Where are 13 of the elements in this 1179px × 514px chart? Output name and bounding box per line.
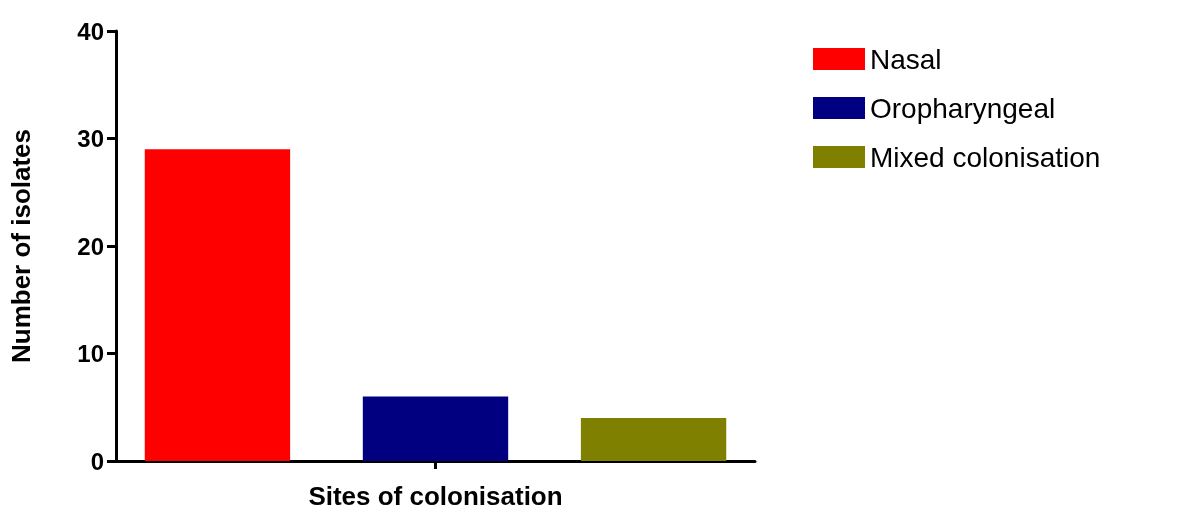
y-tick-label: 40 — [77, 17, 104, 45]
legend-label: Mixed colonisation — [870, 141, 1101, 173]
bar — [362, 396, 509, 461]
bar — [580, 418, 727, 461]
legend-label: Nasal — [870, 43, 942, 75]
y-tick-label: 0 — [90, 447, 104, 475]
y-tick-label: 30 — [77, 125, 104, 152]
y-axis-title: Number of isolates — [6, 128, 36, 364]
y-tick-label: 10 — [77, 340, 104, 367]
x-axis-title: Sites of colonisation — [308, 481, 563, 511]
legend-label: Oropharyngeal — [870, 92, 1056, 124]
y-tick-label: 20 — [77, 232, 104, 260]
bar — [144, 149, 291, 461]
